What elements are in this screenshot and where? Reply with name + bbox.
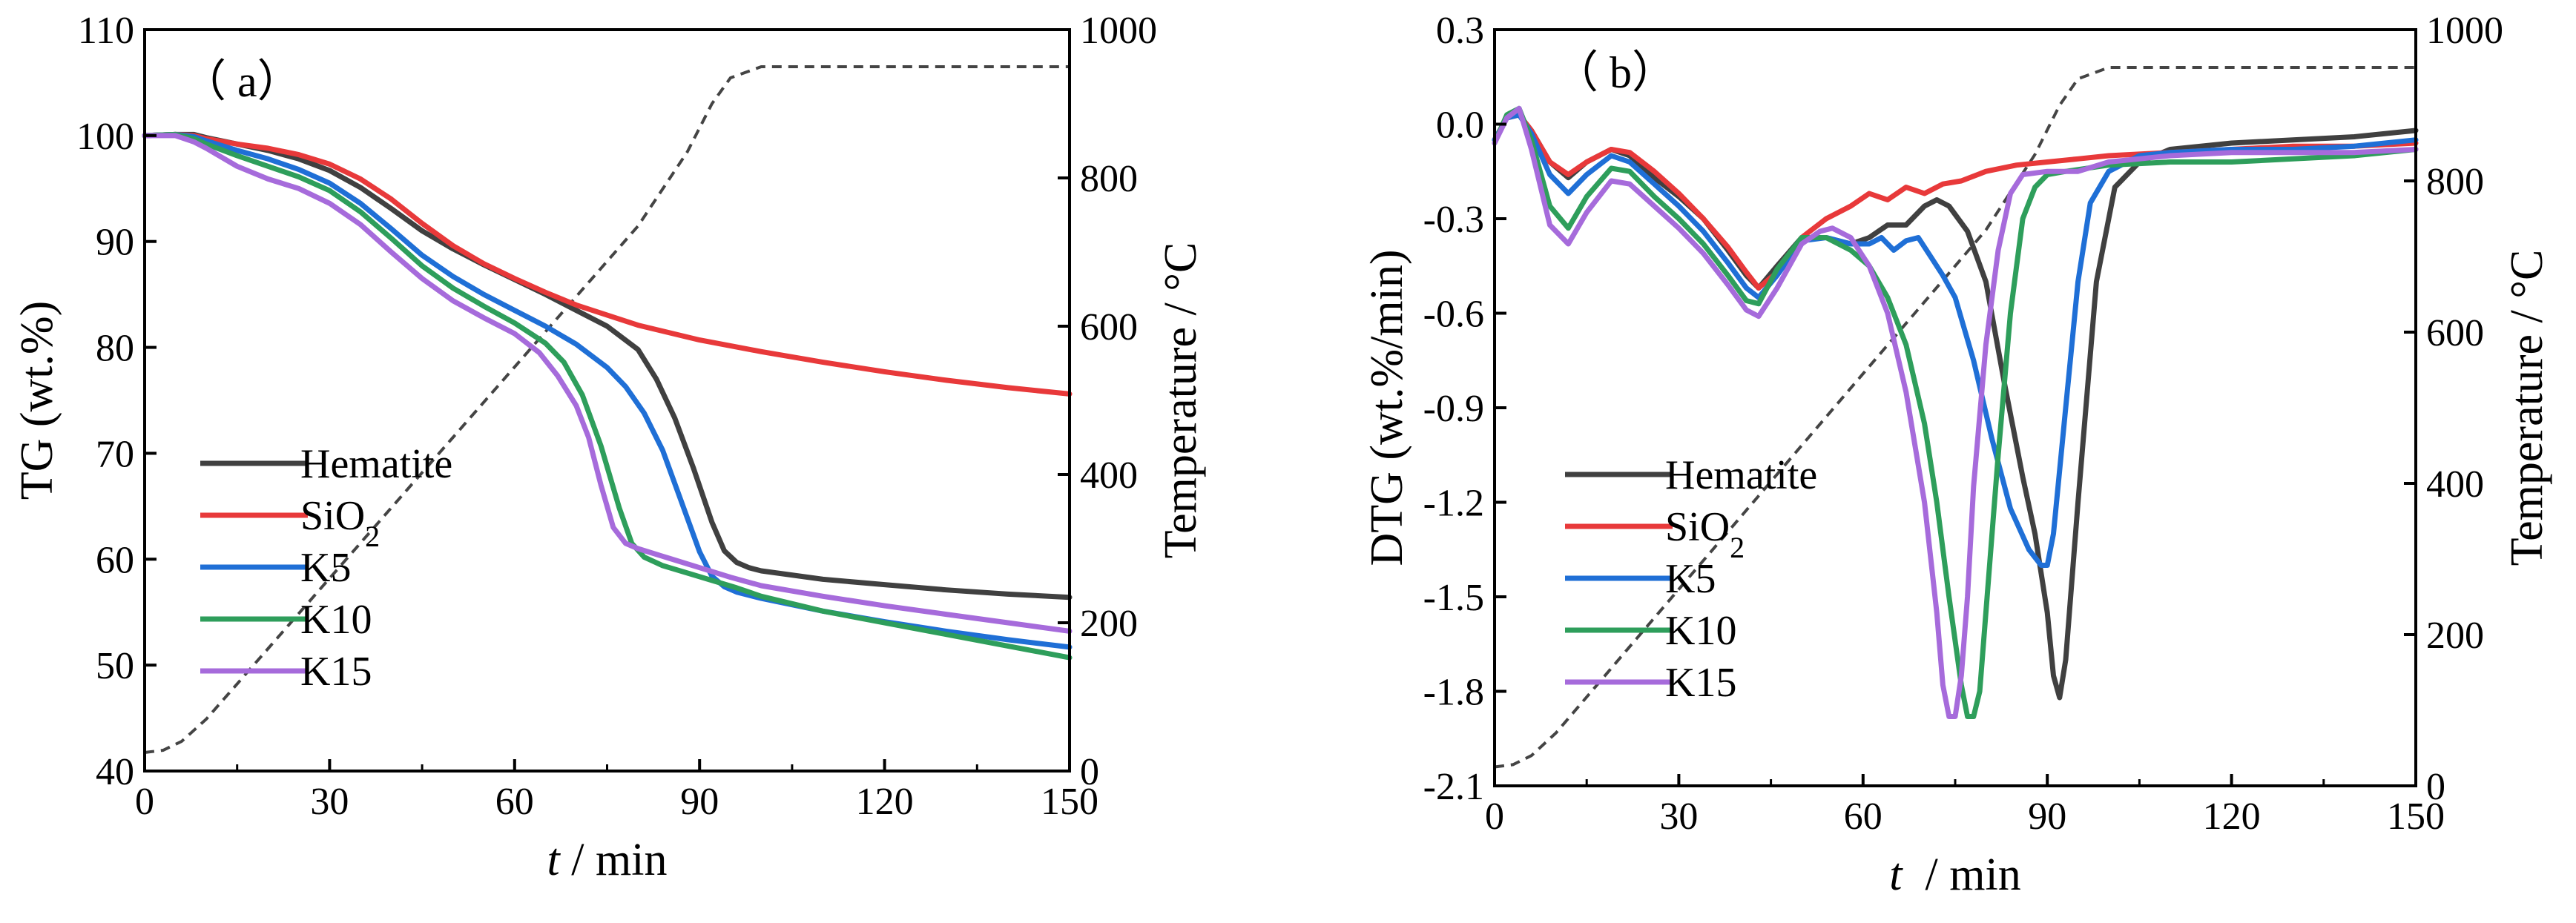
tg-chart-panel: 0 30 60 90 120 150 40 50 60 70 80 90 100 110 0 200 400 60… — [12, 10, 1206, 885]
tg-series-k15 — [142, 133, 1073, 634]
dtg-series-k5 — [1492, 112, 2419, 568]
tg-x-axis-unit: / min — [560, 835, 668, 885]
tg-y-tick-label: 80 — [96, 328, 134, 370]
dtg-series-k15 — [1492, 105, 2419, 719]
tg-legend-label-k15: K15 — [300, 649, 372, 695]
dtg-axes-layer: 0 30 60 90 120 150 -2.1 -1.8 -1.5 -1.2 -0.9 -0.6 -0.… — [1423, 10, 2503, 838]
dtg-y-tick-label: -1.5 — [1423, 577, 1484, 619]
dtg-y2-tick-label: 400 — [2426, 463, 2484, 506]
dtg-x-tick-label: 120 — [2203, 795, 2261, 838]
dtg-y-tick-label: 0.3 — [1436, 10, 1484, 52]
dtg-legend-label-k10: K10 — [1665, 608, 1736, 654]
dtg-y2-tick-label: 200 — [2426, 615, 2484, 657]
dtg-legend-label-k5: K5 — [1665, 556, 1716, 602]
dtg-legend-label-k15: K15 — [1665, 660, 1736, 706]
tg-temperature-line — [144, 65, 1070, 754]
tg-x-tick-label: 120 — [856, 781, 914, 823]
tg-axes-layer: 0 30 60 90 120 150 40 50 60 70 80 90 100 110 0 200 400 60… — [76, 10, 1157, 823]
tg-y2-axis-title: Temperature / °C — [1156, 242, 1206, 559]
tg-panel-label: （ a） — [182, 57, 302, 106]
dtg-series-hematite — [1492, 112, 2419, 701]
dtg-x-tick-label: 0 — [1485, 795, 1504, 838]
dtg-series-k10 — [1492, 105, 2419, 719]
tg-x-tick-label: 30 — [310, 781, 349, 823]
tg-x-axis-title: t / min — [547, 835, 668, 885]
tg-legend-label-k5: K5 — [300, 545, 351, 591]
dtg-legend-label-sio2: SiO2 — [1665, 504, 1745, 564]
dtg-y-axis-title: DTG (wt.%/min) — [1362, 249, 1412, 566]
tg-legend-label-k10: K10 — [300, 597, 372, 643]
dtg-x-axis-title: t / min — [1889, 850, 2020, 900]
tg-y2-tick-label: 0 — [1080, 751, 1099, 793]
tg-y-tick-label: 50 — [96, 645, 134, 687]
dtg-y-tick-label: 0.0 — [1436, 105, 1484, 147]
dtg-x-tick-label: 30 — [1659, 795, 1698, 838]
tg-x-tick-label: 60 — [495, 781, 534, 823]
dtg-x-tick-label: 90 — [2028, 795, 2066, 838]
tg-y2-tick-label: 600 — [1080, 306, 1138, 348]
dtg-y-tick-label: -2.1 — [1423, 766, 1484, 808]
tg-y-tick-label: 70 — [96, 433, 134, 475]
tg-y2-tick-label: 1000 — [1080, 10, 1157, 52]
tg-plot-frame — [143, 28, 1071, 773]
tg-series-sio2 — [142, 131, 1073, 397]
dtg-y2-axis-title: Temperature / °C — [2502, 250, 2552, 566]
tg-x-tick-label: 0 — [135, 781, 154, 823]
tg-y-tick-label: 110 — [78, 10, 134, 52]
tg-legend-label-hematite: Hematite — [300, 441, 452, 487]
tg-y-tick-label: 40 — [96, 751, 134, 793]
dtg-chart-panel: 0 30 60 90 120 150 -2.1 -1.8 -1.5 -1.2 -0.9 -0.6 -0.… — [1362, 10, 2552, 900]
dtg-x-axis-var: t — [1889, 850, 1903, 900]
dtg-y-tick-label: -0.9 — [1423, 388, 1484, 430]
tg-y-axis-title: TG (wt.%) — [12, 301, 62, 500]
tg-series-layer — [142, 65, 1073, 754]
tg-legend-label-sio2: SiO2 — [300, 493, 380, 553]
dtg-panel-label: （ b） — [1554, 48, 1676, 97]
dtg-x-tick-label: 150 — [2387, 795, 2445, 838]
dtg-y2-tick-label: 0 — [2426, 766, 2445, 808]
tg-y-tick-label: 90 — [96, 222, 134, 264]
dtg-y2-tick-label: 1000 — [2426, 10, 2503, 52]
dtg-y-tick-label: -0.3 — [1423, 199, 1484, 241]
tg-y2-tick-label: 800 — [1080, 158, 1138, 200]
tg-x-tick-label: 150 — [1041, 781, 1098, 823]
dtg-y-tick-label: -0.6 — [1423, 294, 1484, 336]
tg-series-k10 — [142, 131, 1073, 661]
dtg-x-axis-unit: / min — [1903, 850, 2021, 900]
dtg-y-tick-label: -1.2 — [1423, 483, 1484, 525]
tg-y2-tick-label: 400 — [1080, 454, 1138, 497]
tg-series-k5 — [142, 131, 1073, 650]
dtg-series-sio2 — [1492, 112, 2419, 291]
dtg-series-layer — [1492, 66, 2419, 769]
dtg-legend-label-hematite: Hematite — [1665, 452, 1817, 498]
dtg-y-tick-label: -1.8 — [1423, 672, 1484, 714]
dtg-y2-tick-label: 800 — [2426, 161, 2484, 203]
tg-y2-tick-label: 200 — [1080, 603, 1138, 645]
dtg-x-tick-label: 60 — [1844, 795, 1882, 838]
tg-y-tick-label: 100 — [76, 116, 134, 158]
dtg-y2-tick-label: 600 — [2426, 312, 2484, 354]
tg-y-tick-label: 60 — [96, 539, 134, 581]
tg-x-axis-var: t — [547, 835, 561, 885]
tg-x-tick-label: 90 — [680, 781, 719, 823]
